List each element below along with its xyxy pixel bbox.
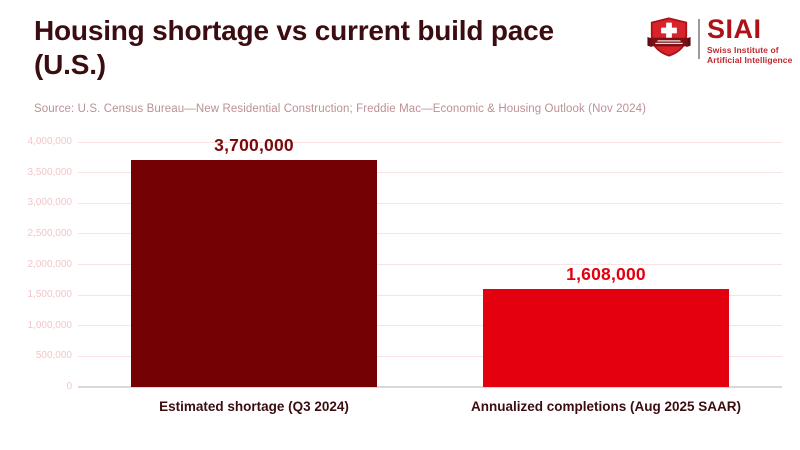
page-title-line-1: Housing shortage vs current build pace [34,15,554,46]
gridline [78,264,782,265]
gridline [78,202,782,204]
swiss-shield-icon [647,17,691,57]
gridline [78,294,782,296]
gridline [78,172,782,174]
y-tick-label: 2,000,000 [27,258,73,270]
logo-subtitle: Swiss Institute of Artificial Intelligen… [707,45,792,65]
page-title-line-2: (U.S.) [34,49,106,80]
y-tick-label: 3,500,000 [27,166,73,178]
logo-subtitle-line-1: Swiss Institute of [707,45,779,55]
y-tick-label: 1,500,000 [27,289,73,301]
x-category-label: Estimated shortage (Q3 2024) [159,399,349,414]
y-tick-label: 0 [66,381,72,392]
gridline [78,141,782,143]
page-title: Housing shortage vs current build pace (… [34,14,634,82]
y-tick-label: 3,000,000 [27,197,73,209]
bar-value-label: 3,700,000 [214,135,294,156]
bar-estimated-shortage [131,160,377,387]
bar-chart-plot: 0 500,000 1,000,000 1,500,000 2,000,000 2,500… [28,135,782,414]
gridline [78,325,782,327]
y-tick-label: 500,000 [35,350,72,362]
siai-logo: SIAI Swiss Institute of Artificial Intel… [646,16,792,65]
logo-subtitle-line-2: Artificial Intelligence [707,55,793,65]
x-axis-line [78,386,782,388]
logo-text: SIAI Swiss Institute of Artificial Intel… [707,14,792,66]
bar-value-label: 1,608,000 [566,263,646,284]
gridline [78,233,782,235]
y-tick-label: 2,500,000 [27,227,73,239]
bar-annualized-completions [483,288,729,387]
logo-acronym: SIAI [707,14,762,44]
y-tick-label: 1,000,000 [27,319,73,331]
gridline [78,355,782,357]
x-category-label: Annualized completions (Aug 2025 SAAR) [470,399,742,414]
y-tick-label: 4,000,000 [27,136,73,147]
logo-divider [698,19,700,59]
source-note: Source: U.S. Census Bureau—New Residenti… [34,103,647,115]
